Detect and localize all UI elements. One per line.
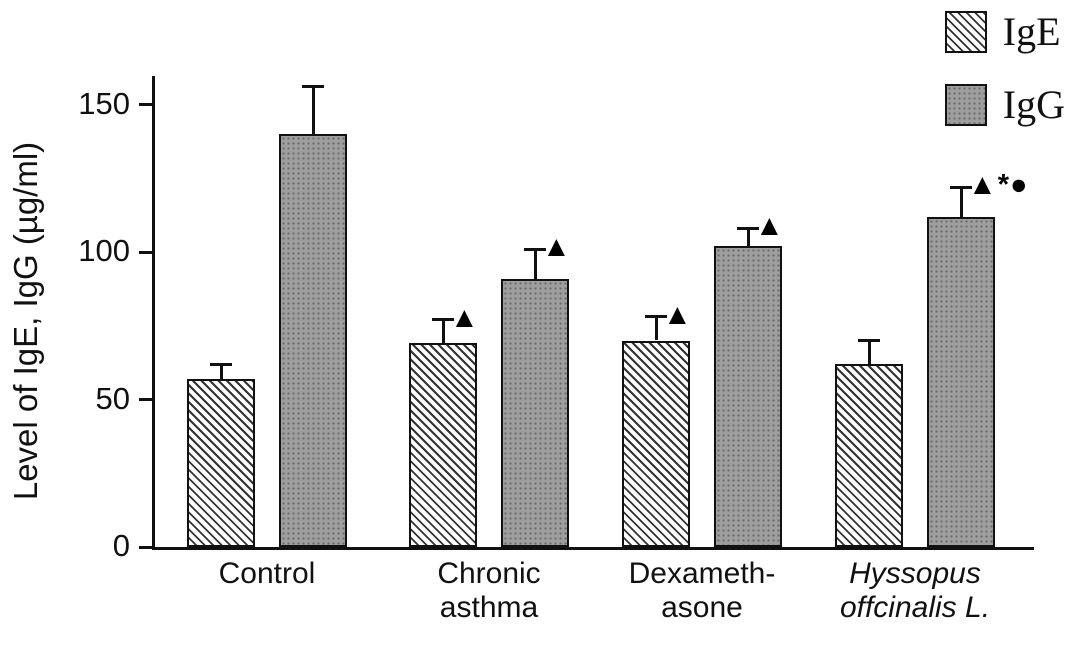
legend-label-igg: IgG <box>1002 82 1065 127</box>
x-category-label-line: Chronic <box>437 557 541 590</box>
y-tick-label-50: 50 <box>95 380 130 416</box>
bar-ige-chronic-asthma <box>409 343 477 547</box>
error-bar-igg-hyssopus-offcinalis-l <box>959 187 963 217</box>
bar-igg-hyssopus-offcinalis-l <box>927 216 995 547</box>
error-bar-ige-chronic-asthma <box>441 319 445 344</box>
y-tick-label-0: 0 <box>112 528 130 563</box>
bar-ige-control <box>187 378 255 547</box>
x-axis-line <box>152 547 1034 550</box>
significance-marker-igg-dexameth-asone: ▲ <box>755 210 785 243</box>
error-cap-ige-chronic-asthma <box>432 318 454 322</box>
x-category-label-line: asone <box>661 590 743 624</box>
error-cap-igg-chronic-asthma <box>524 247 546 251</box>
error-cap-igg-hyssopus-offcinalis-l <box>950 185 972 189</box>
significance-marker-ige-chronic-asthma: ▲ <box>450 301 480 334</box>
error-cap-ige-control <box>210 362 232 366</box>
y-tick-label-100: 100 <box>78 233 130 268</box>
y-tick-0 <box>139 545 153 549</box>
x-category-label-line: Hyssopus <box>849 557 981 590</box>
bar-igg-chronic-asthma <box>501 278 569 547</box>
bar-igg-control <box>279 134 347 547</box>
bar-ige-hyssopus-offcinalis-l <box>835 364 903 547</box>
x-category-label-control: Control <box>137 557 397 591</box>
x-category-label-hyssopus-offcinalis-l: Hyssopus offcinalis L. <box>785 557 1045 624</box>
legend-item-ige: IgE <box>944 8 1065 55</box>
error-bar-ige-control <box>219 364 223 379</box>
x-category-label-line: Dexameth- <box>628 557 776 590</box>
error-bar-igg-dexameth-asone <box>746 228 750 247</box>
error-cap-ige-hyssopus-offcinalis-l <box>858 339 880 342</box>
error-bar-igg-control <box>311 86 315 134</box>
y-axis-line <box>152 76 155 550</box>
legend-item-igg: IgG <box>944 81 1065 128</box>
x-category-label-line: offcinalis L. <box>839 590 991 624</box>
significance-marker-igg-hyssopus-offcinalis-l: ▲*● <box>968 169 1029 202</box>
error-bar-ige-hyssopus-offcinalis-l <box>867 340 871 365</box>
error-bar-ige-dexameth-asone <box>654 316 658 341</box>
y-tick-100 <box>139 250 153 254</box>
y-tick-150 <box>139 103 153 106</box>
significance-marker-igg-chronic-asthma: ▲ <box>542 231 572 264</box>
x-category-label-line: Control <box>218 557 316 590</box>
x-category-label-dexameth-asone: Dexameth-asone <box>572 557 832 624</box>
y-tick-label-150: 150 <box>78 85 130 121</box>
ige-hatch-swatch-icon <box>944 10 987 53</box>
error-cap-igg-dexameth-asone <box>737 226 759 230</box>
x-category-label-chronic-asthma: Chronic asthma <box>359 557 619 624</box>
igg-speckle-swatch-icon <box>944 83 987 126</box>
x-category-label-line: asthma <box>439 590 539 624</box>
bar-ige-dexameth-asone <box>622 340 690 547</box>
legend: IgE IgG <box>944 8 1065 154</box>
y-tick-50 <box>139 398 153 401</box>
error-bar-igg-chronic-asthma <box>533 249 537 279</box>
bar-igg-dexameth-asone <box>714 246 782 547</box>
significance-marker-ige-dexameth-asone: ▲ <box>663 298 693 331</box>
legend-label-ige: IgE <box>1002 9 1061 54</box>
error-cap-ige-dexameth-asone <box>645 315 667 319</box>
error-cap-igg-control <box>302 85 324 89</box>
